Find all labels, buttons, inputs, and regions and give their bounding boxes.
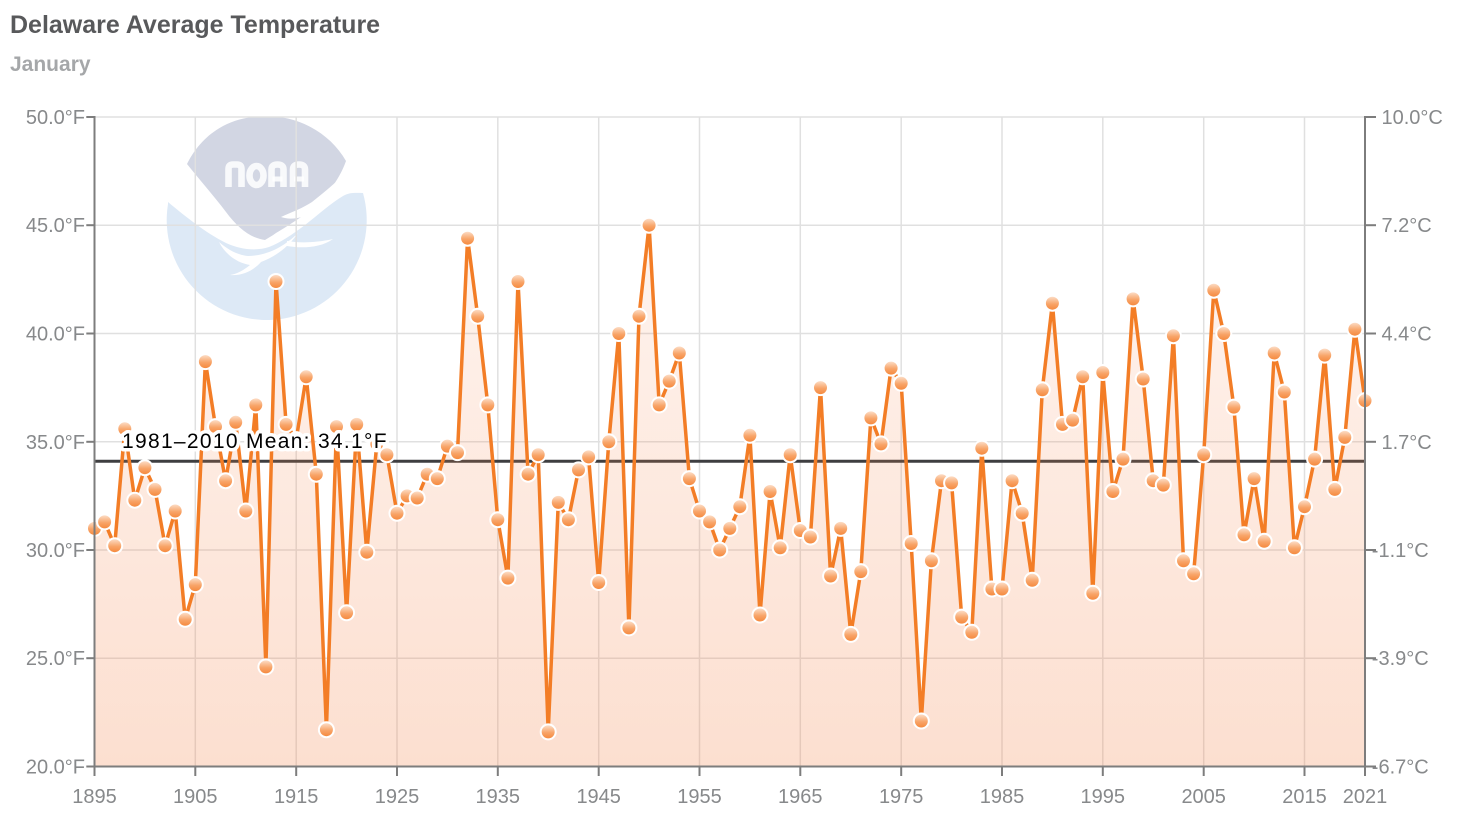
svg-text:1995: 1995 bbox=[1081, 786, 1126, 808]
svg-text:-3.9°C: -3.9°C bbox=[1372, 648, 1429, 670]
svg-text:1.7°C: 1.7°C bbox=[1382, 432, 1432, 454]
svg-text:1895: 1895 bbox=[72, 786, 117, 808]
svg-text:1915: 1915 bbox=[274, 786, 319, 808]
svg-text:35.0°F: 35.0°F bbox=[26, 432, 85, 454]
svg-text:January: January bbox=[10, 53, 91, 76]
svg-text:-1.1°C: -1.1°C bbox=[1372, 540, 1429, 562]
svg-text:30.0°F: 30.0°F bbox=[26, 540, 85, 562]
svg-text:1981–2010 Mean: 34.1°F: 1981–2010 Mean: 34.1°F bbox=[122, 430, 388, 453]
svg-text:7.2°C: 7.2°C bbox=[1382, 215, 1432, 237]
svg-text:2005: 2005 bbox=[1181, 786, 1226, 808]
svg-text:4.4°C: 4.4°C bbox=[1382, 324, 1432, 346]
svg-text:1965: 1965 bbox=[778, 786, 823, 808]
svg-text:10.0°C: 10.0°C bbox=[1382, 107, 1443, 129]
svg-text:1935: 1935 bbox=[476, 786, 521, 808]
svg-text:2021: 2021 bbox=[1343, 786, 1388, 808]
svg-text:20.0°F: 20.0°F bbox=[26, 757, 85, 779]
svg-text:1955: 1955 bbox=[677, 786, 722, 808]
svg-text:40.0°F: 40.0°F bbox=[26, 324, 85, 346]
svg-text:1985: 1985 bbox=[980, 786, 1025, 808]
svg-text:Delaware Average Temperature: Delaware Average Temperature bbox=[10, 11, 380, 39]
svg-text:45.0°F: 45.0°F bbox=[26, 215, 85, 237]
svg-text:25.0°F: 25.0°F bbox=[26, 648, 85, 670]
svg-text:1945: 1945 bbox=[576, 786, 621, 808]
svg-text:-6.7°C: -6.7°C bbox=[1372, 757, 1429, 779]
svg-text:2015: 2015 bbox=[1282, 786, 1327, 808]
svg-text:1925: 1925 bbox=[375, 786, 420, 808]
svg-text:1975: 1975 bbox=[879, 786, 924, 808]
svg-text:1905: 1905 bbox=[173, 786, 218, 808]
svg-text:50.0°F: 50.0°F bbox=[26, 107, 85, 129]
